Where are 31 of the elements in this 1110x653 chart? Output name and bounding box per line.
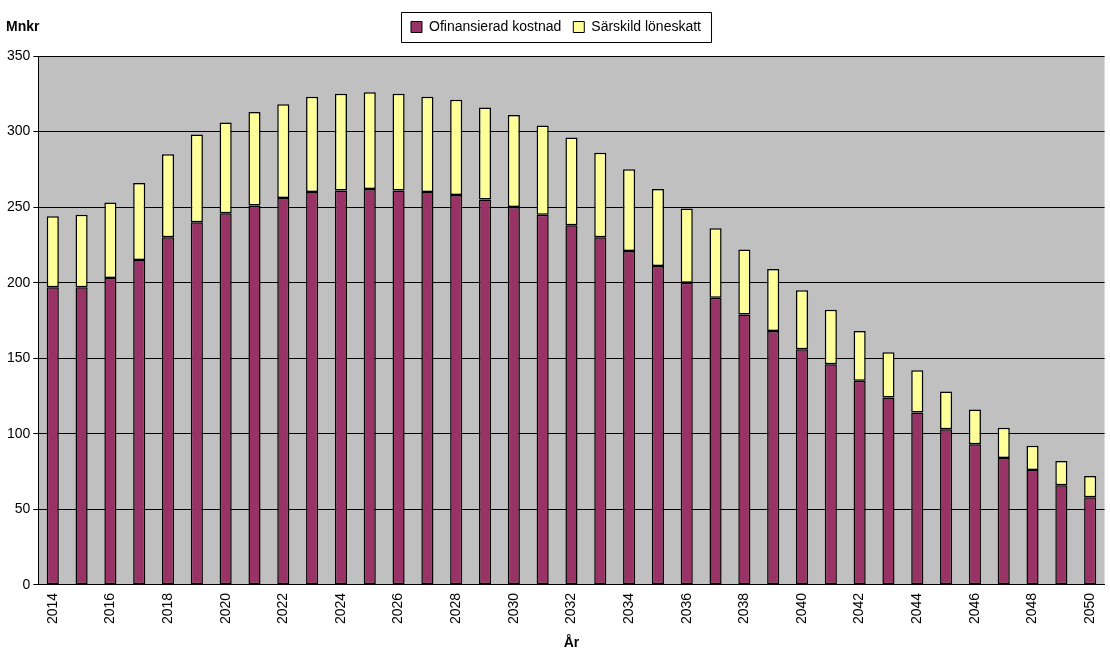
y-tick-label: 50 (14, 500, 31, 517)
x-tick-label: 2022 (274, 592, 291, 625)
y-tick-label: 200 (7, 273, 31, 290)
legend-label: Ofinansierad kostnad (428, 17, 562, 34)
x-tick-label: 2036 (677, 592, 694, 625)
y-tick-label: 100 (7, 424, 31, 441)
y-axis-title: Mnkr (6, 17, 40, 34)
x-tick-label: 2020 (216, 592, 233, 625)
x-tick-label: 2032 (562, 592, 579, 625)
x-tick-label: 2042 (850, 592, 867, 625)
y-tick-label: 250 (7, 197, 31, 214)
x-tick-label: 2050 (1081, 592, 1098, 625)
x-tick-label: 2046 (965, 592, 982, 625)
y-tick-label: 150 (7, 349, 31, 366)
x-tick-label: 2048 (1023, 592, 1040, 625)
x-tick-label: 2030 (504, 592, 521, 625)
x-tick-label: 2028 (447, 592, 464, 625)
legend-label: Särskild löneskatt (591, 17, 702, 34)
y-tick-label: 350 (7, 46, 31, 63)
y-tick-label: 0 (22, 575, 31, 592)
x-tick-label: 2024 (331, 592, 348, 625)
x-tick-label: 2040 (792, 592, 809, 625)
x-tick-label: 2038 (735, 592, 752, 625)
x-tick-label: 2014 (43, 592, 60, 625)
x-tick-label: 2044 (908, 592, 925, 625)
y-tick-label: 300 (7, 122, 31, 139)
x-tick-label: 2018 (158, 592, 175, 625)
x-tick-label: 2034 (619, 592, 636, 625)
x-tick-label: 2026 (389, 592, 406, 625)
x-tick-label: 2016 (101, 592, 118, 625)
x-axis-title: År (563, 633, 580, 650)
